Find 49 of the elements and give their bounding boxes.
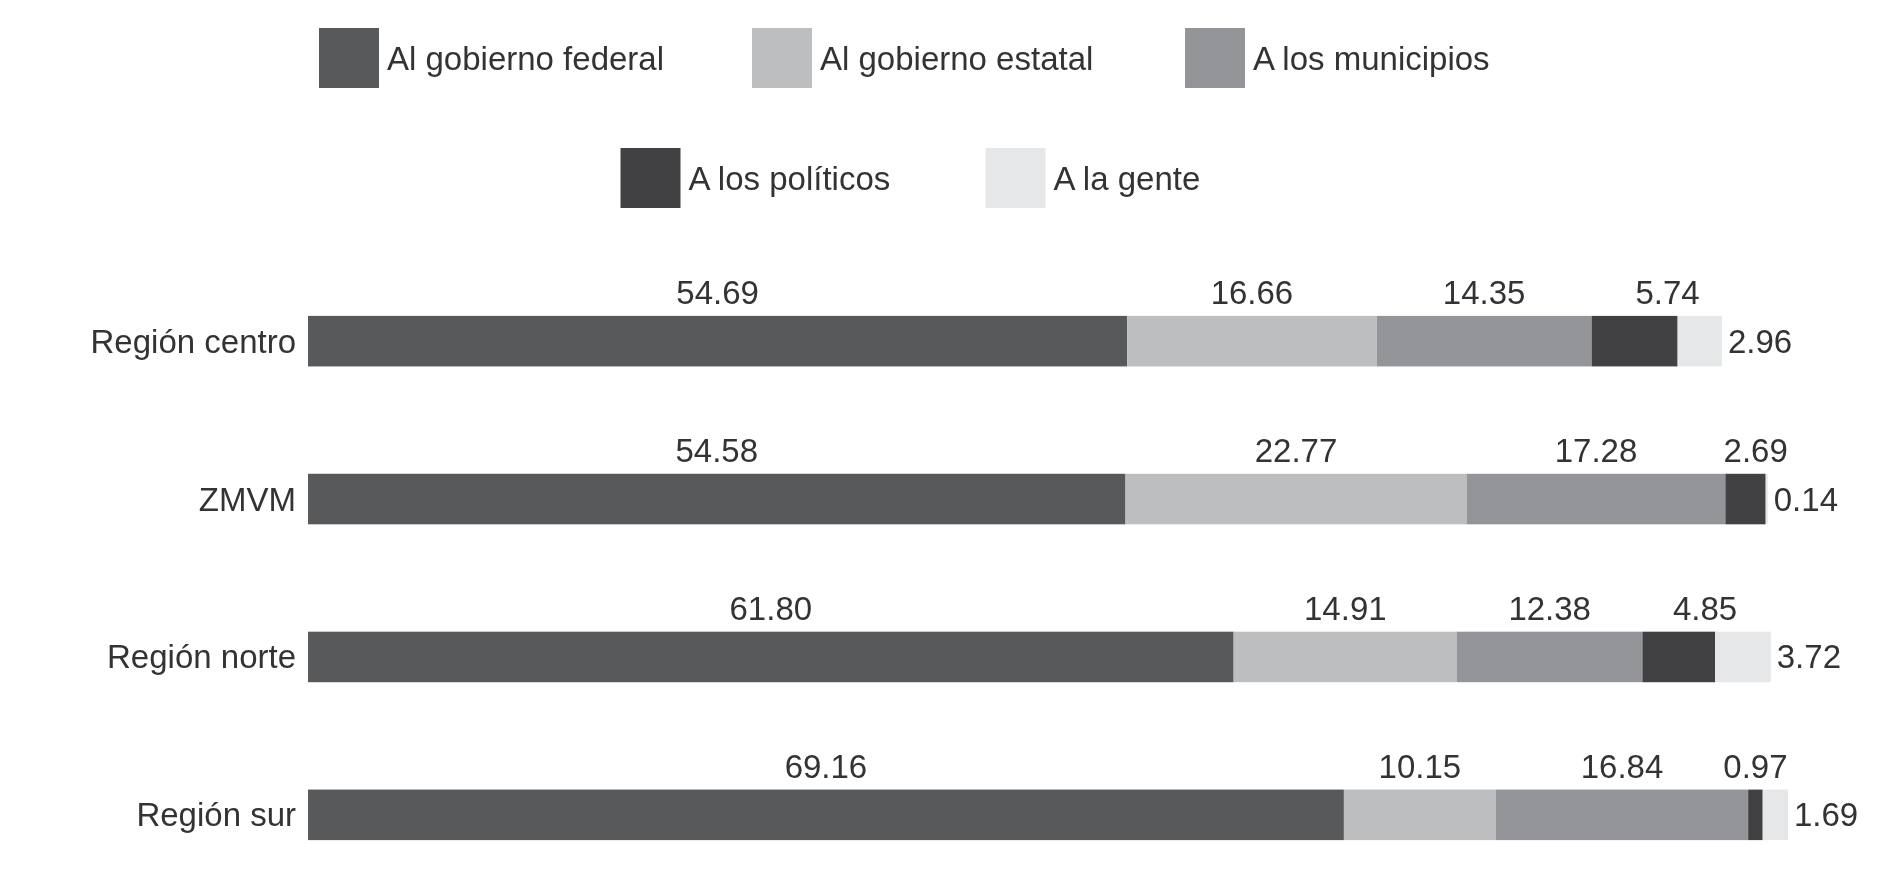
data-label: 12.38 (1508, 589, 1591, 627)
legend-label: Al gobierno federal (387, 39, 665, 77)
data-label: 2.96 (1727, 322, 1793, 360)
data-label: 0.14 (1773, 480, 1839, 518)
y-tick-label: Región norte (107, 638, 296, 676)
data-label: 54.58 (675, 431, 759, 469)
bar (1127, 315, 1377, 367)
bar (308, 631, 1234, 683)
bar (1456, 631, 1643, 683)
data-label: 3.72 (1776, 638, 1842, 676)
data-label: 0.97 (1723, 747, 1788, 785)
bar (1233, 631, 1457, 683)
data-label: 54.69 (676, 273, 759, 311)
legend-label: A los municipios (1253, 39, 1490, 77)
bar (1765, 473, 1768, 525)
data-label: 5.74 (1635, 273, 1700, 311)
bar (1343, 789, 1496, 841)
bar (1677, 315, 1722, 367)
bar (308, 473, 1126, 525)
legend-label: A los políticos (688, 159, 891, 197)
bar (308, 315, 1128, 367)
y-tick-label: ZMVM (198, 480, 296, 518)
bar (1748, 789, 1763, 841)
y-tick-label: Región sur (136, 796, 296, 834)
bar (1376, 315, 1592, 367)
bar (1466, 473, 1726, 525)
data-label: 16.66 (1210, 273, 1294, 311)
legend-label: A la gente (1053, 159, 1201, 197)
data-label: 69.16 (784, 747, 868, 785)
y-tick-label: Región centro (90, 322, 296, 360)
bar (308, 789, 1344, 841)
data-label: 61.80 (729, 589, 813, 627)
data-label: 14.35 (1442, 273, 1526, 311)
bar (1591, 315, 1678, 367)
data-label: 17.28 (1554, 431, 1638, 469)
bar (1725, 473, 1766, 525)
data-label: 16.84 (1580, 747, 1664, 785)
data-label: 22.77 (1254, 431, 1338, 469)
bar (1642, 631, 1716, 683)
bar (1125, 473, 1467, 525)
data-label: 10.15 (1378, 747, 1462, 785)
data-label: 4.85 (1672, 589, 1738, 627)
bar (1762, 789, 1788, 841)
bar (1495, 789, 1749, 841)
data-label: 1.69 (1794, 796, 1859, 834)
data-label: 14.91 (1304, 589, 1387, 627)
legend-label: Al gobierno estatal (820, 39, 1094, 77)
bar (1715, 631, 1771, 683)
data-label: 2.69 (1723, 431, 1788, 469)
